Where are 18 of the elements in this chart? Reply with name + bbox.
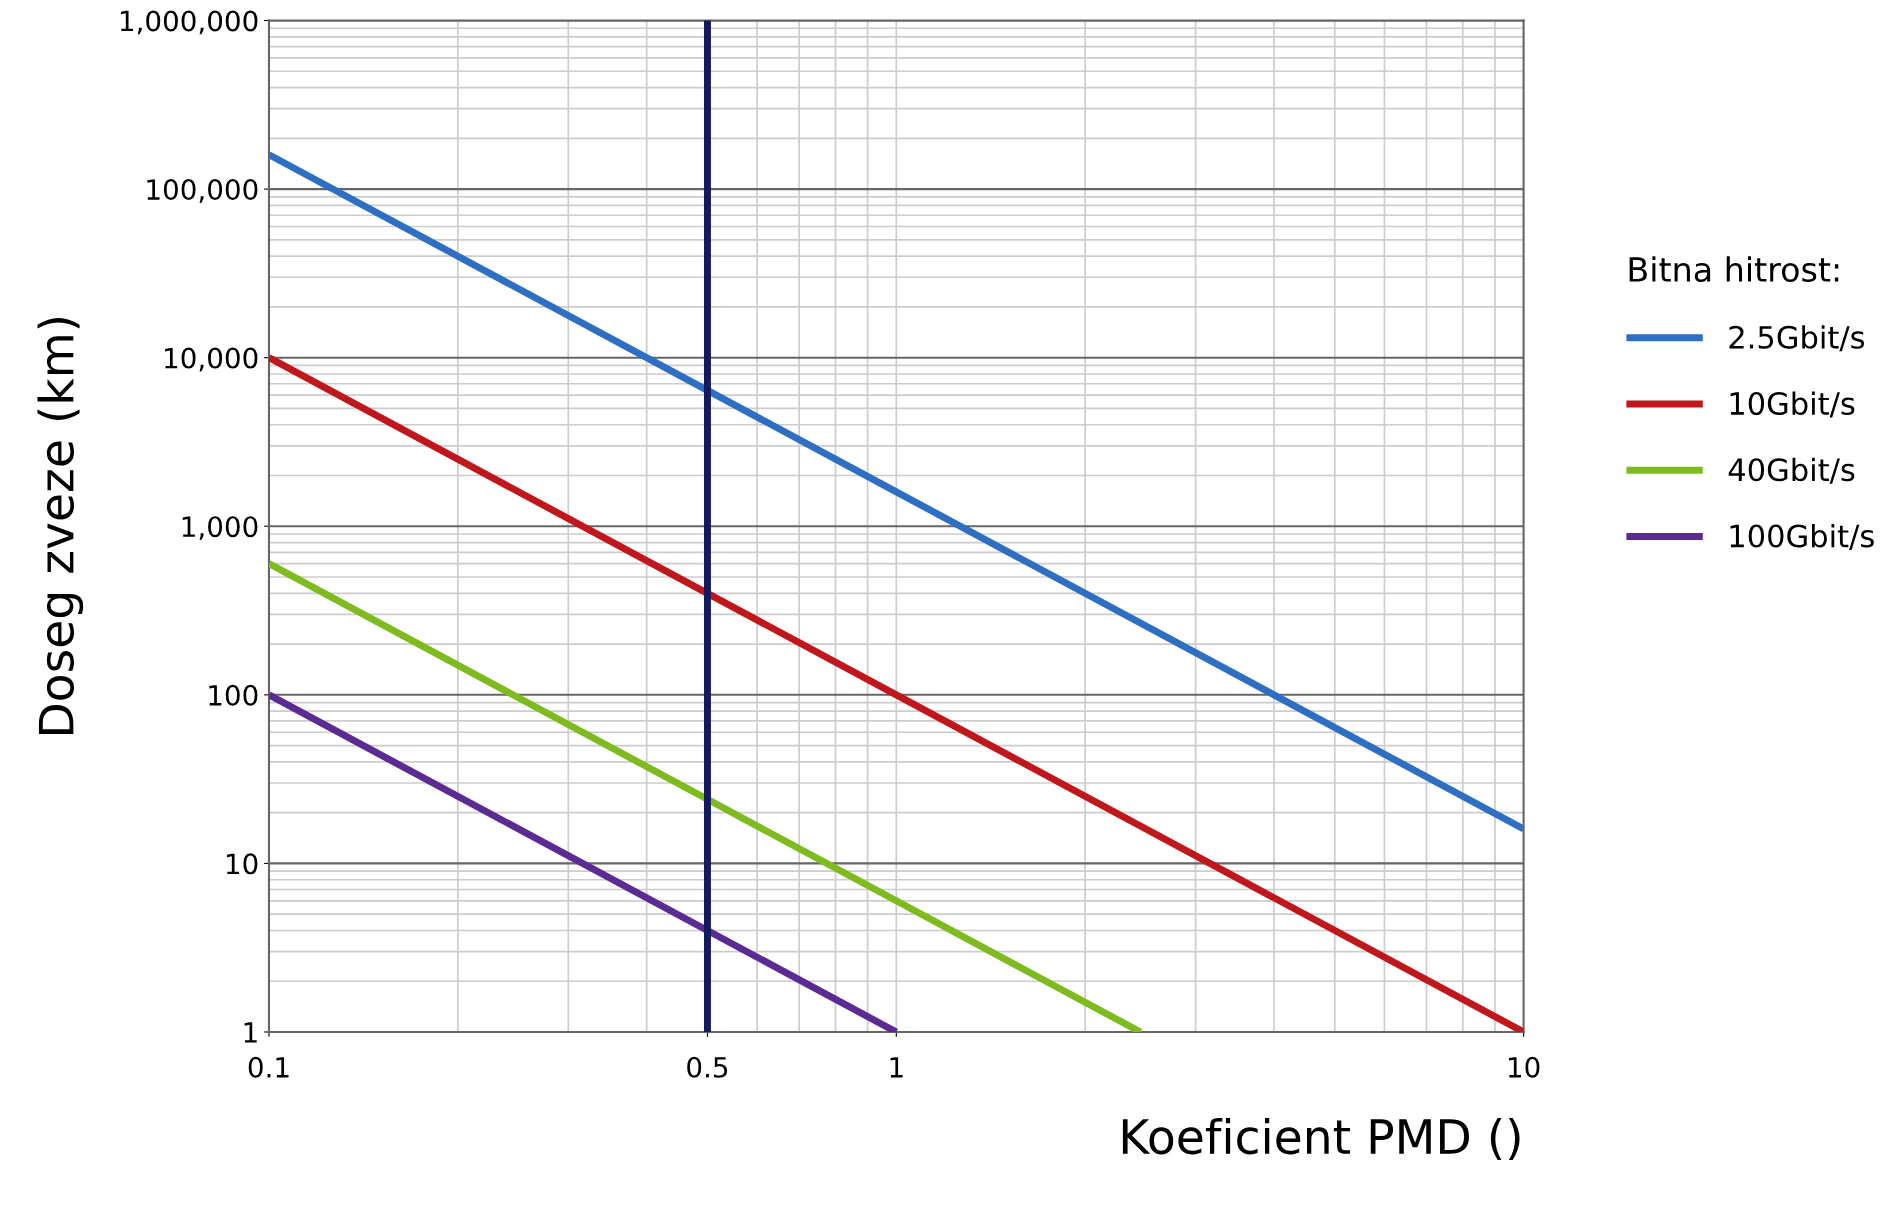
y-tick-label: 1 — [244, 1022, 257, 1043]
legend-label: 2.5Gbit/s — [1729, 325, 1865, 352]
y-axis-title: Doseg zveze (km) — [37, 317, 84, 734]
y-tick-label: 100 — [209, 684, 258, 706]
y-tick-label: 1,000,000 — [120, 10, 258, 35]
legend-label: 100Gbit/s — [1730, 523, 1874, 550]
y-tick-label: 10 — [226, 853, 258, 875]
legend-title: Bitna hitrost: — [1629, 256, 1839, 283]
legend-label: 40Gbit/s — [1728, 457, 1855, 484]
x-axis-title: Koeficient PMD () — [1122, 1117, 1520, 1161]
x-tick-label: 0.1 — [248, 1056, 289, 1078]
y-tick-label: 1,000 — [182, 516, 258, 541]
x-tick-label: 10 — [1508, 1056, 1540, 1078]
legend-label: 10Gbit/s — [1730, 391, 1855, 418]
x-tick-label: 0.5 — [687, 1056, 728, 1078]
y-tick-label: 10,000 — [165, 347, 258, 372]
y-tick-label: 100,000 — [147, 179, 258, 203]
x-tick-label: 1 — [890, 1057, 903, 1078]
